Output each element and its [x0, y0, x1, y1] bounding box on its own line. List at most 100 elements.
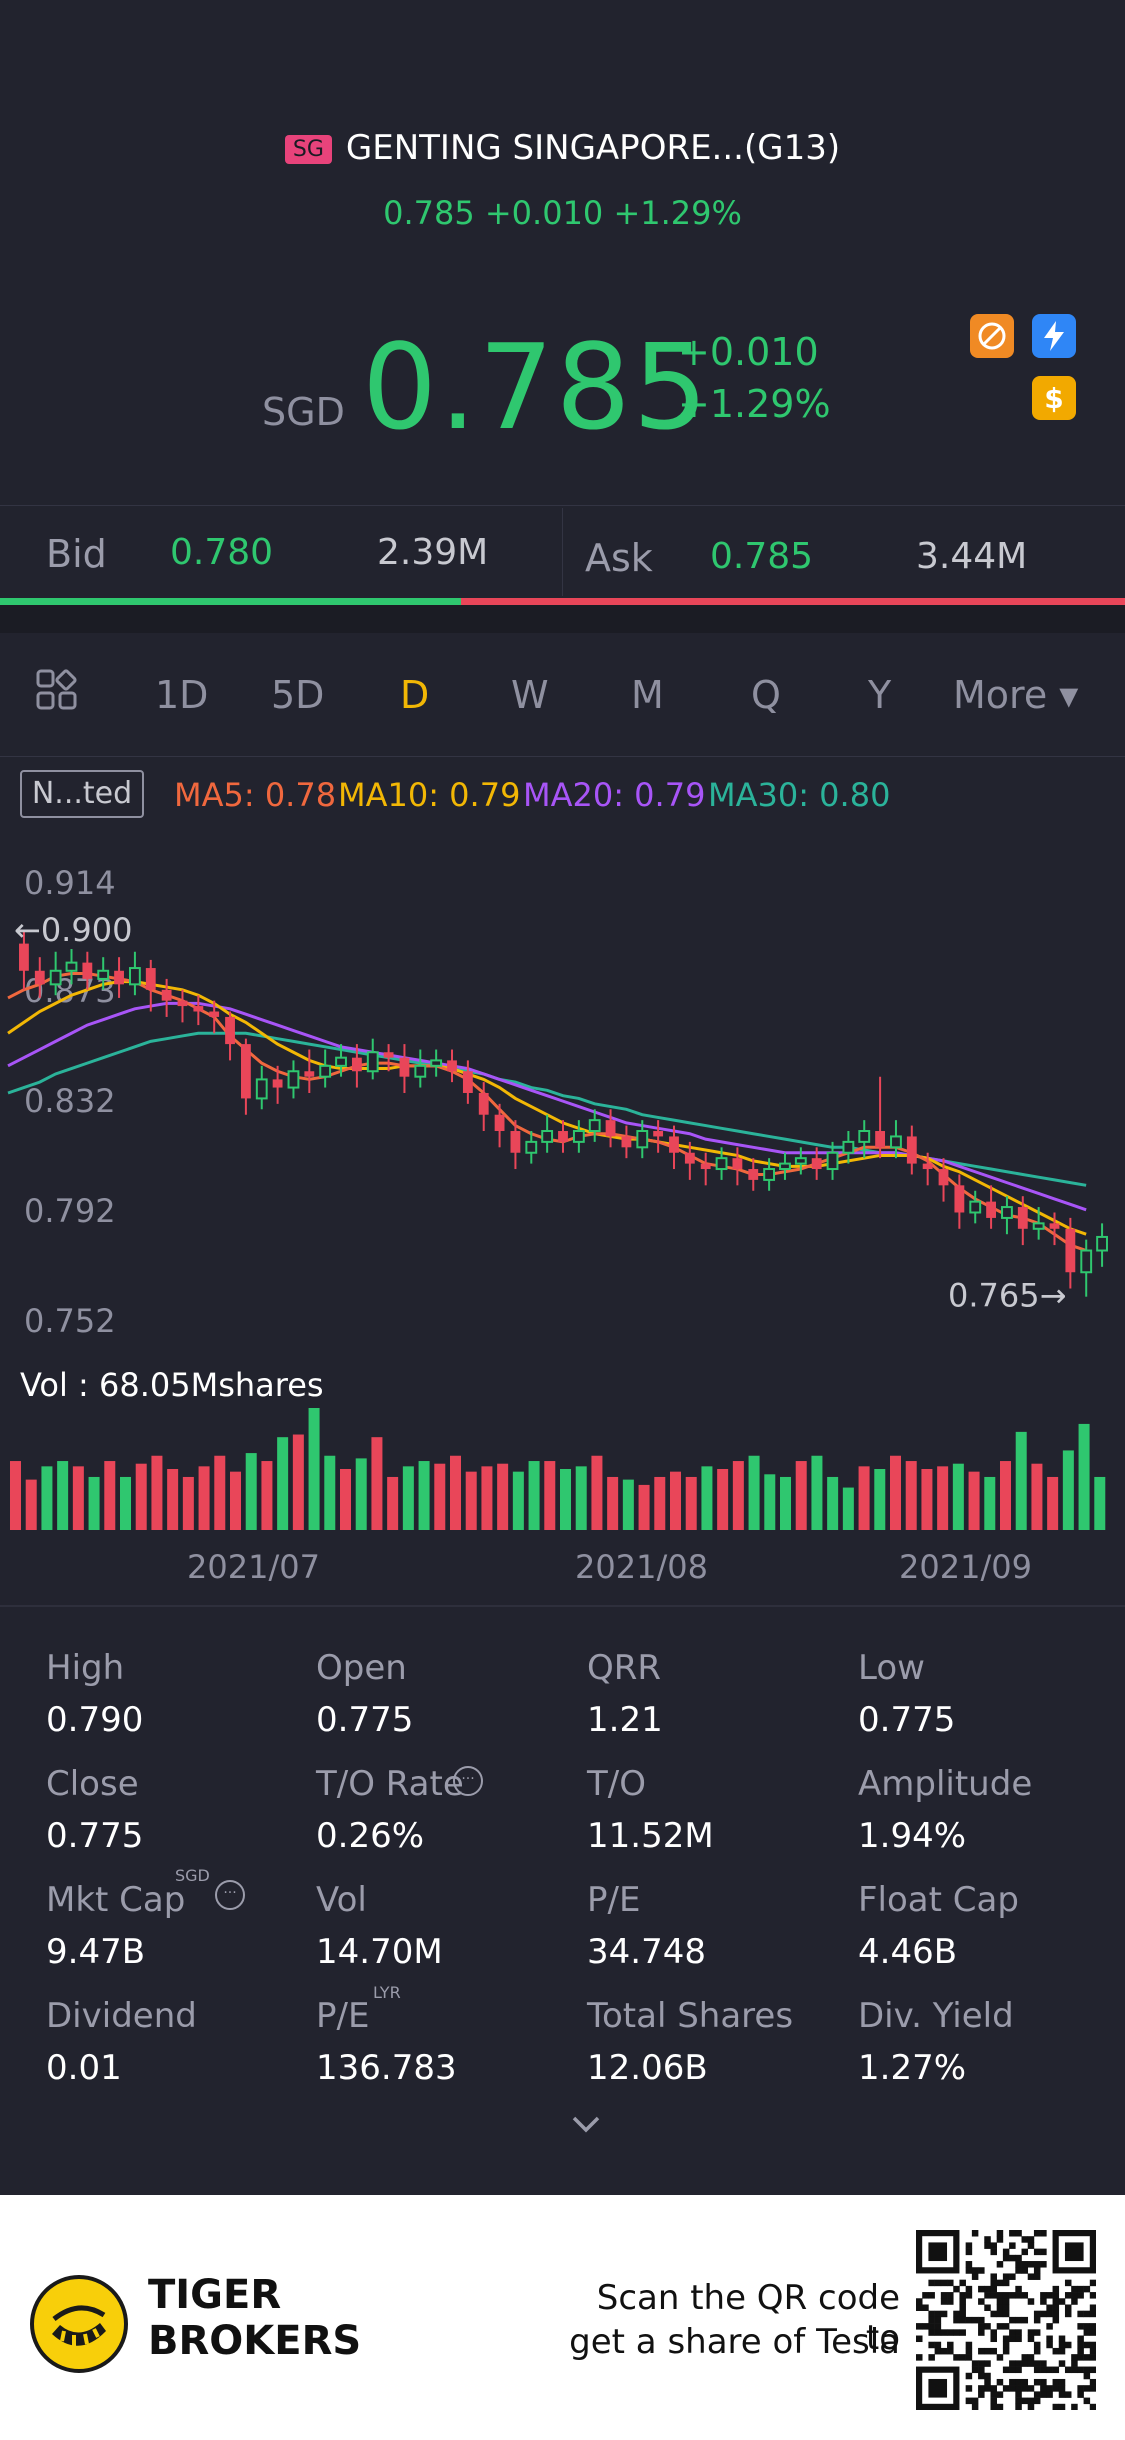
qr-module [1015, 2403, 1022, 2410]
qr-module [1021, 2236, 1029, 2243]
stat-label: T/O Rate [316, 1764, 464, 1804]
stat-label: Div. Yield [858, 1996, 1014, 2036]
y-tick-label: 0.914 [24, 864, 116, 902]
qr-module [1058, 2360, 1066, 2367]
qr-finder [928, 2378, 948, 2398]
qr-module [1040, 2248, 1047, 2256]
tab-daily[interactable]: D [400, 673, 430, 717]
stat-value: 0.775 [858, 1700, 956, 1740]
qr-module [1002, 2366, 1010, 2374]
qr-module [1040, 2360, 1047, 2367]
volume-bar [921, 1469, 933, 1530]
qr-module [1015, 2292, 1022, 2299]
qr-module [1002, 2304, 1010, 2311]
candle-body [763, 1168, 776, 1181]
qr-module [1077, 2347, 1084, 2355]
candle-body [383, 1052, 394, 1058]
bid-label: Bid [46, 532, 107, 576]
grid-icon[interactable] [34, 667, 80, 722]
x-tick-label: 2021/09 [899, 1548, 1032, 1586]
ask-price: 0.785 [710, 536, 814, 577]
qr-module [1002, 2279, 1010, 2287]
qr-module [1089, 2403, 1096, 2410]
qr-module [1015, 2366, 1022, 2374]
qr-module [959, 2316, 966, 2324]
qr-module [1033, 2261, 1041, 2268]
chevron-down-icon[interactable] [570, 2112, 602, 2140]
stat-value: 136.783 [316, 2048, 457, 2088]
tab-5d[interactable]: 5D [271, 673, 325, 717]
divider [0, 505, 1125, 506]
qr-module [971, 2267, 979, 2274]
qr-module [928, 2310, 935, 2318]
stat-value: 1.21 [587, 1700, 663, 1740]
qr-module [996, 2403, 1004, 2410]
tab-weekly[interactable]: W [511, 673, 549, 717]
ma10-line [7, 980, 1087, 1236]
qr-module [959, 2354, 966, 2361]
tab-yearly[interactable]: Y [868, 673, 892, 717]
qr-module [996, 2292, 1004, 2299]
qr-module [996, 2236, 1004, 2243]
ask-label: Ask [585, 536, 653, 580]
qr-module [1002, 2335, 1010, 2343]
qr-module [1071, 2298, 1078, 2305]
candle-body [621, 1136, 632, 1148]
qr-code[interactable] [916, 2230, 1096, 2410]
candle-body [351, 1057, 362, 1072]
qr-module [953, 2316, 960, 2324]
tab-1d[interactable]: 1D [155, 673, 209, 717]
qr-module [940, 2298, 948, 2305]
qr-module [916, 2323, 923, 2330]
more-dropdown[interactable]: More ▾ [953, 673, 1079, 717]
qr-module [1021, 2261, 1029, 2268]
qr-module [1021, 2267, 1029, 2274]
info-icon[interactable]: ··· [215, 1880, 245, 1910]
qr-module [1052, 2316, 1060, 2324]
qr-module [996, 2323, 1004, 2330]
ma10-label: MA10: 0.79 [338, 776, 521, 814]
qr-module [934, 2341, 942, 2349]
qr-module [1021, 2248, 1029, 2256]
candle-body [82, 962, 93, 979]
stat-value: 0.775 [316, 1700, 414, 1740]
tab-monthly[interactable]: M [631, 673, 664, 717]
lightning-icon[interactable] [1032, 314, 1076, 358]
qr-module [1046, 2323, 1053, 2330]
candle-body [906, 1136, 917, 1164]
candle-body [1065, 1228, 1076, 1273]
qr-module [1064, 2304, 1072, 2311]
qr-module [1058, 2378, 1066, 2386]
volume-bar [732, 1461, 744, 1530]
qr-module [971, 2360, 979, 2367]
qr-module [990, 2285, 997, 2293]
qr-module [996, 2279, 1004, 2287]
qr-module [1009, 2385, 1016, 2392]
qr-module [1040, 2378, 1047, 2386]
qr-module [1033, 2360, 1041, 2367]
qr-module [990, 2292, 997, 2299]
volume-bar [450, 1455, 461, 1530]
info-icon[interactable]: ··· [453, 1766, 483, 1796]
qr-module [1052, 2366, 1060, 2374]
dollar-icon[interactable]: $ [1032, 376, 1076, 420]
qr-module [1027, 2242, 1035, 2249]
tab-quarterly[interactable]: Q [751, 673, 781, 717]
qr-module [965, 2372, 973, 2380]
adjust-mode-button[interactable]: N...ted [20, 770, 144, 818]
volume-bar [1078, 1423, 1090, 1530]
qr-module [953, 2310, 960, 2318]
qr-module [971, 2316, 979, 2324]
qr-module [1089, 2292, 1096, 2299]
volume-bar [717, 1469, 729, 1530]
stat-value: 9.47B [46, 1932, 146, 1972]
tiger-logo-icon [30, 2275, 128, 2373]
qr-module [1077, 2354, 1084, 2361]
candle-body [572, 1130, 585, 1143]
no-margin-icon[interactable] [970, 314, 1014, 358]
qr-module [1083, 2285, 1091, 2293]
candle-body [287, 1070, 300, 1089]
qr-module [928, 2329, 935, 2336]
qr-module [947, 2347, 954, 2355]
